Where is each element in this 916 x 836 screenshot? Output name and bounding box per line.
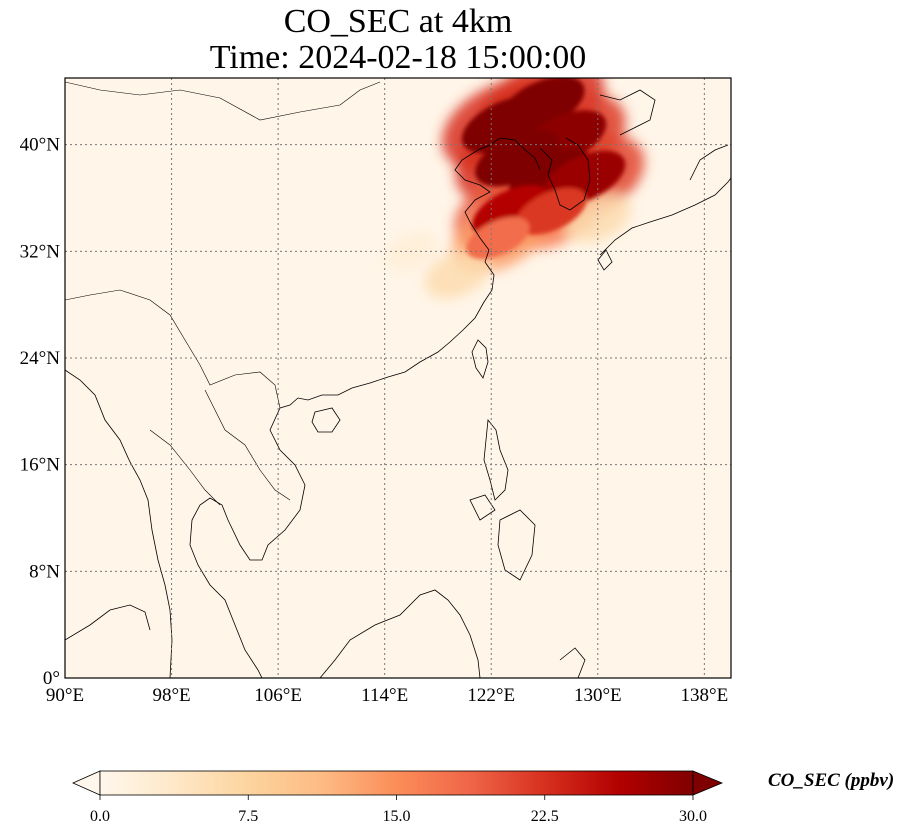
colorbar-label: CO_SEC (ppbv)	[768, 770, 895, 791]
lon-tick-label: 130°E	[574, 685, 622, 706]
visayas-coast	[469, 494, 496, 521]
lon-tick-label: 98°E	[152, 685, 190, 706]
title-time: Time: 2024-02-18 15:00:00	[209, 39, 587, 76]
lon-tick-label: 106°E	[254, 685, 302, 706]
lat-tick-label: 8°N	[29, 561, 60, 582]
coastlines	[65, 81, 731, 678]
colorbar-tick-label: 22.5	[531, 808, 559, 825]
korea-coast	[539, 137, 591, 211]
colorbar-extend-high	[692, 770, 724, 796]
taiwan-coast	[471, 339, 489, 379]
lat-tick-label: 16°N	[20, 455, 61, 476]
tibet-border	[65, 289, 186, 341]
hainan-coast	[311, 407, 341, 433]
laos-border	[184, 339, 281, 409]
map-title: CO_SEC at 4km Time: 2024-02-18 15:00:00	[0, 4, 796, 76]
borneo-coast	[319, 589, 481, 678]
lat-tick-label: 40°N	[20, 135, 61, 156]
plume-core	[515, 187, 587, 235]
lon-tick-label: 114°E	[361, 685, 408, 706]
china-coast	[279, 249, 495, 409]
gridlines	[65, 78, 731, 678]
hokkaido-coast	[689, 144, 729, 181]
longitude-labels: 90°E 98°E 106°E 114°E 122°E 130°E 138°E	[46, 685, 728, 706]
colorbar-tick-label: 15.0	[383, 808, 411, 825]
japan-coast	[599, 177, 731, 256]
map-frame	[64, 77, 732, 679]
sulawesi-coast	[559, 647, 586, 678]
title-variable: CO_SEC at 4km	[283, 3, 513, 40]
colorbar-tick-label: 30.0	[679, 808, 707, 825]
lat-tick-label: 0°	[43, 668, 60, 689]
colorbar-tick-label: 7.5	[238, 808, 258, 825]
co-plume-field	[385, 78, 645, 299]
lat-tick-label: 32°N	[20, 241, 61, 262]
luzon-coast	[483, 418, 509, 501]
colorbar-body	[99, 770, 694, 796]
thailand-border	[149, 429, 221, 506]
north-coast	[599, 89, 656, 136]
indochina-border	[204, 389, 291, 501]
kyushu-coast	[597, 249, 613, 271]
colorbar-tick-label: 0.0	[90, 808, 110, 825]
indochina-coast	[189, 407, 306, 678]
colorbar-ticks: 0.0 7.5 15.0 22.5 30.0	[90, 795, 707, 825]
plume-core	[466, 216, 530, 260]
sumatra-coast	[65, 604, 151, 641]
plume-halo	[425, 249, 491, 299]
mongolia-border	[65, 81, 381, 121]
lon-tick-label: 90°E	[46, 685, 84, 706]
colorbar-extend-low	[72, 770, 101, 796]
lon-tick-label: 138°E	[681, 685, 729, 706]
lat-tick-label: 24°N	[20, 348, 61, 369]
bohai-coast	[454, 137, 541, 251]
lon-tick-label: 122°E	[467, 685, 515, 706]
myanmar-coast	[65, 369, 173, 678]
mindanao-coast	[497, 509, 536, 581]
latitude-labels: 0° 8°N 16°N 24°N 32°N 40°N	[20, 135, 61, 689]
